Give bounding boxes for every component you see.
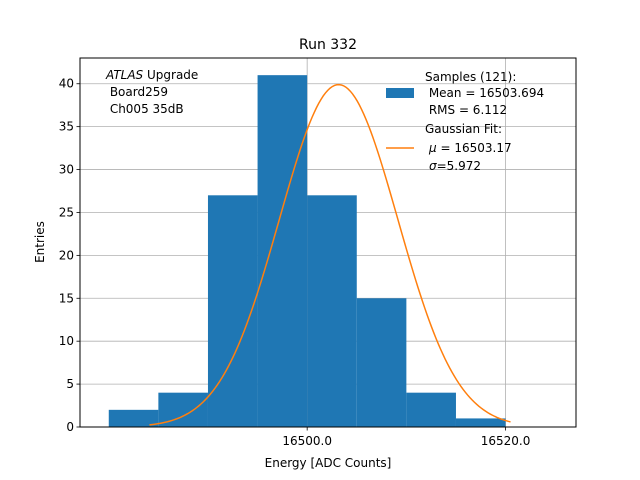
histogram-bar <box>257 75 308 428</box>
y-axis-label: Entries <box>33 221 47 263</box>
legend-samples-mean: Mean = 16503.694 <box>425 86 544 100</box>
gaussian-fit <box>149 83 511 426</box>
y-tick-label: 0 <box>66 420 74 434</box>
histogram-bar <box>307 195 357 427</box>
legend-fit-mu: μ = 16503.17 <box>428 141 512 155</box>
legend-samples-swatch <box>386 88 414 98</box>
histogram-bar <box>356 298 407 427</box>
annotation-line-1: ATLAS Upgrade <box>105 68 198 82</box>
y-axis-ticks: 0 5 10 15 20 25 30 35 40 <box>59 77 80 434</box>
histogram-bar <box>108 409 159 427</box>
legend-samples-title: Samples (121): <box>425 70 516 84</box>
annotation-upgrade: Upgrade <box>143 68 198 82</box>
y-tick-label: 5 <box>66 377 74 391</box>
x-axis-ticks: 16500.0 16520.0 <box>282 427 530 448</box>
histogram-bar <box>455 418 506 427</box>
histogram-bar <box>406 392 456 427</box>
x-axis-label: Energy [ADC Counts] <box>265 456 392 470</box>
annotation-atlas: ATLAS <box>105 68 144 82</box>
x-tick-label: 16500.0 <box>282 434 332 448</box>
plot-frame <box>79 57 577 428</box>
y-tick-label: 35 <box>59 120 74 134</box>
legend: Samples (121): Mean = 16503.694 RMS = 6.… <box>386 70 544 173</box>
legend-sigma-value: =5.972 <box>437 159 481 173</box>
gaussian-fit-curve <box>149 83 511 426</box>
annotation-line-2: Board259 <box>106 85 168 99</box>
run-annotation: ATLAS Upgrade Board259 Ch005 35dB <box>105 68 198 116</box>
legend-mu-value: = 16503.17 <box>437 141 512 155</box>
legend-samples-rms: RMS = 6.112 <box>425 103 507 117</box>
y-tick-label: 30 <box>59 163 74 177</box>
legend-fit-title: Gaussian Fit: <box>425 122 502 136</box>
annotation-line-3: Ch005 35dB <box>106 102 184 116</box>
y-tick-label: 40 <box>59 77 74 91</box>
chart-title: Run 332 <box>299 37 357 53</box>
histogram-bar <box>207 195 258 427</box>
legend-sigma-symbol: σ <box>429 159 437 173</box>
y-tick-label: 15 <box>59 291 74 305</box>
legend-mu-symbol: μ <box>428 141 437 155</box>
y-tick-label: 10 <box>59 334 74 348</box>
y-tick-label: 20 <box>59 248 74 262</box>
histogram-bars <box>108 75 506 428</box>
y-tick-label: 25 <box>59 205 74 219</box>
legend-fit-sigma: σ=5.972 <box>429 159 481 173</box>
x-tick-label: 16520.0 <box>481 434 531 448</box>
